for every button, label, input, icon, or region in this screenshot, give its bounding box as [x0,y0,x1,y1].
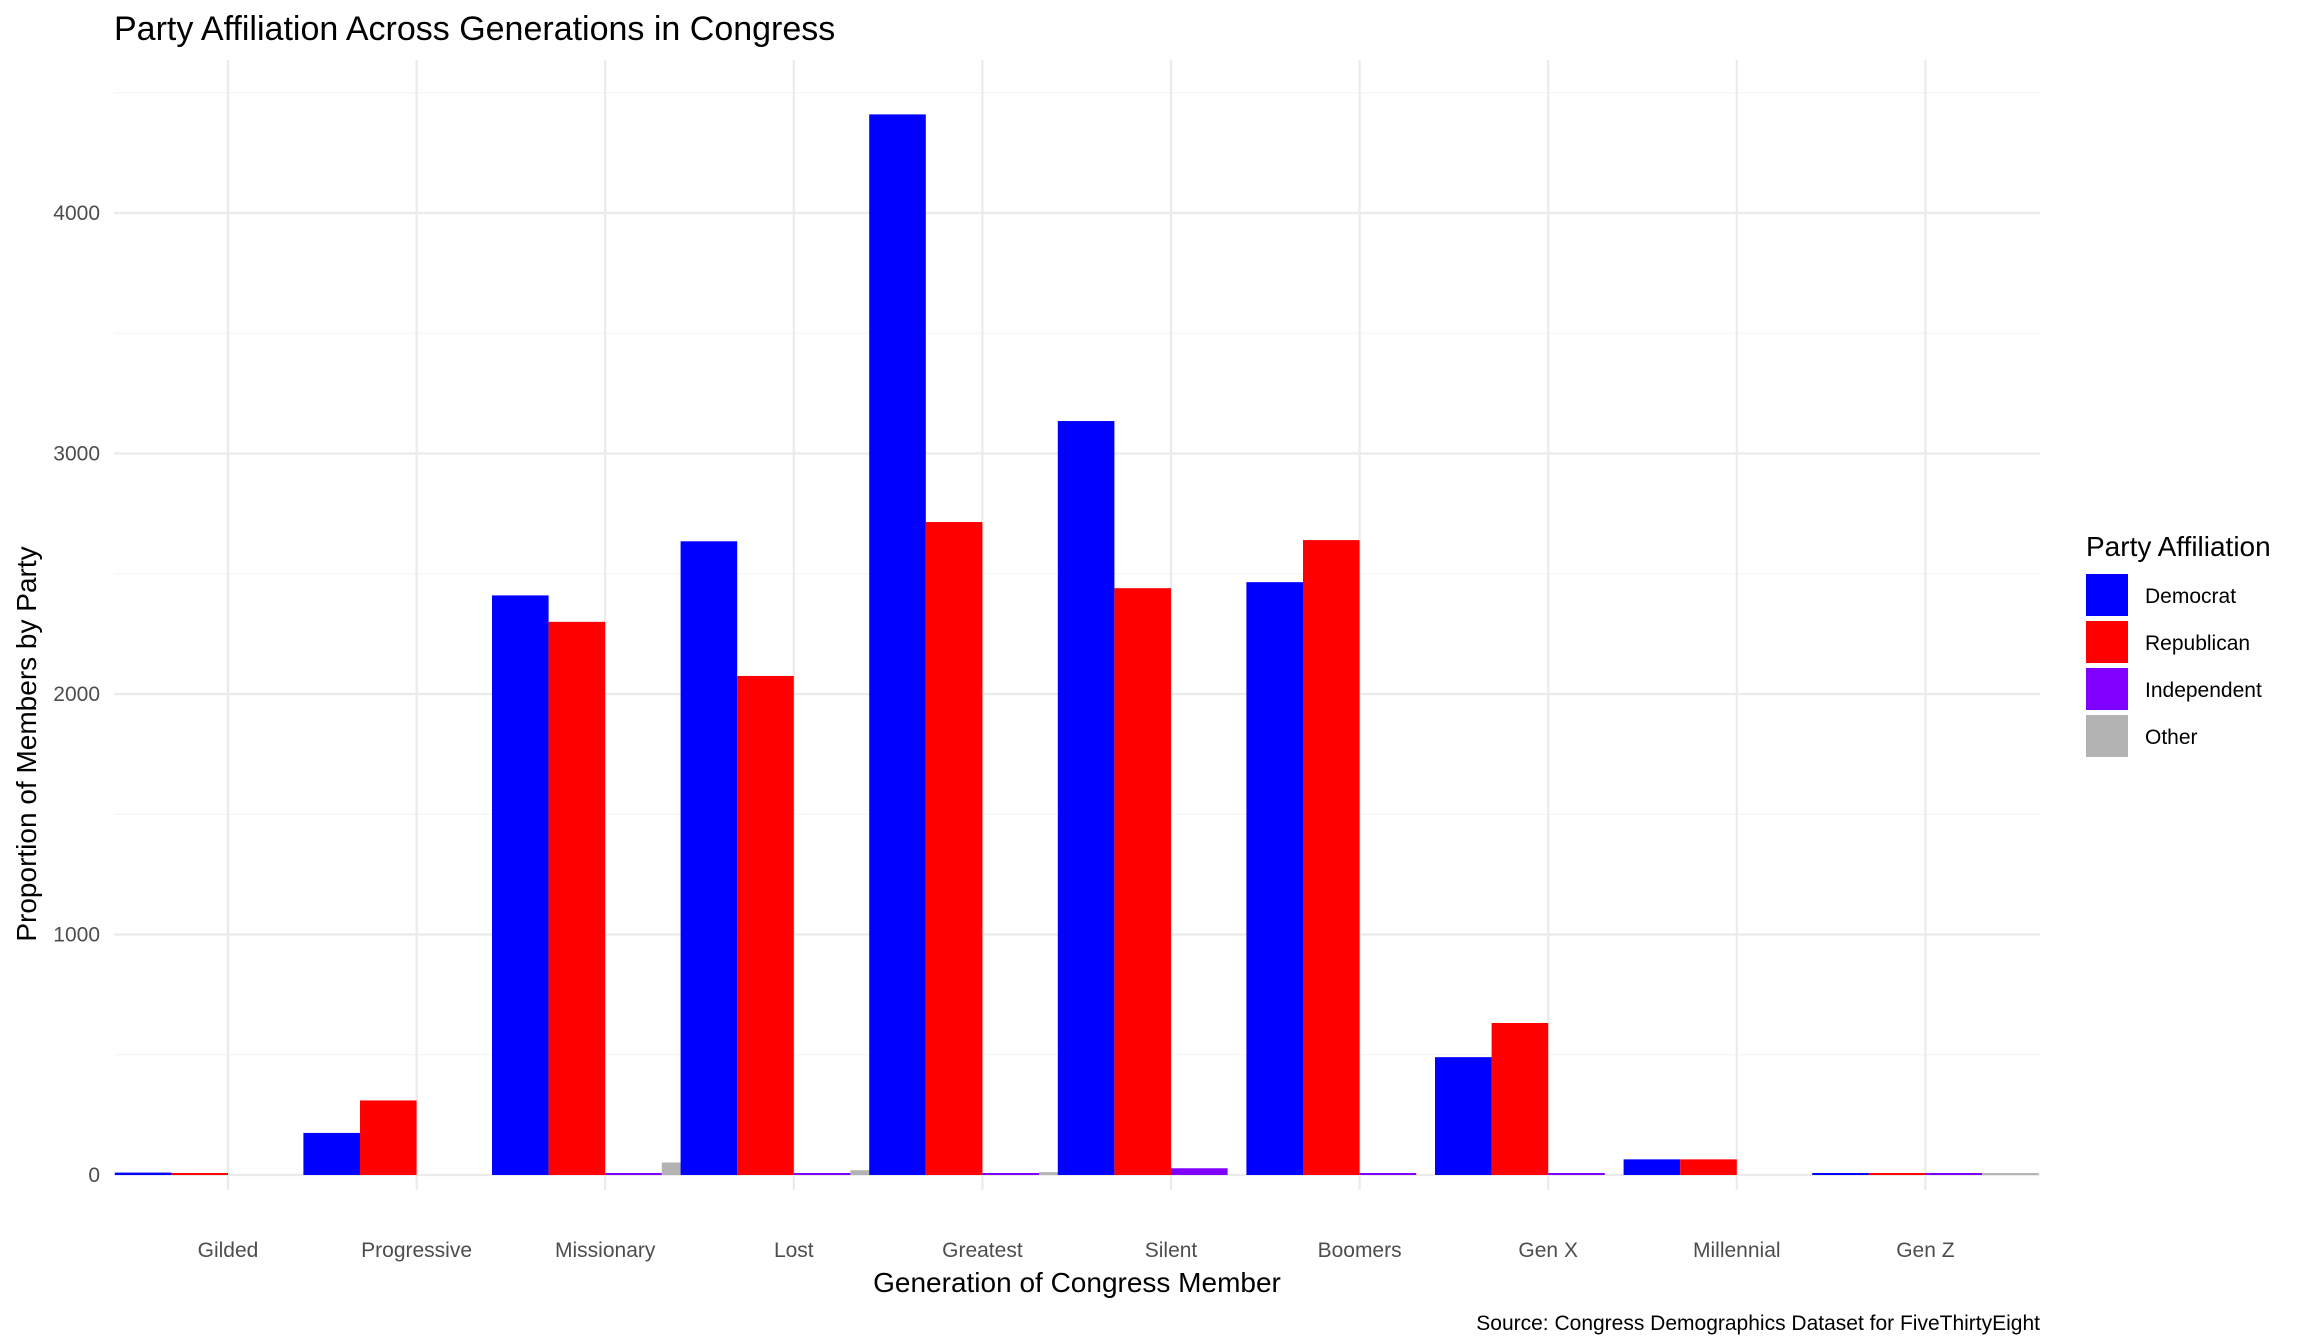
x-tick-label: Lost [774,1239,814,1262]
bar-republican-gilded [171,1173,228,1175]
bar-republican-progressive [360,1100,417,1175]
legend-key-republican [2086,621,2128,663]
bar-republican-greatest [925,522,983,1175]
legend-label-democrat: Democrat [2145,585,2236,608]
legend-key-democrat [2086,574,2128,616]
bars [114,114,2039,1176]
bar-independent-lost [793,1173,851,1175]
x-axis-ticks: Gilded Progressive Missionary Lost Greatest S… [198,1239,1955,1262]
bar-republican-boomers [1303,540,1360,1175]
y-axis-ticks: 0 1000 2000 3000 4000 [53,202,100,1187]
bar-republican-millennial [1680,1159,1737,1175]
bar-republican-missionary [548,621,606,1175]
bar-republican-gen-z [1868,1173,1926,1175]
x-tick-label: Boomers [1318,1239,1402,1262]
legend-label-republican: Republican [2145,632,2250,655]
x-tick-label: Silent [1145,1239,1198,1262]
y-tick-label: 3000 [53,443,100,466]
legend-key-independent [2086,668,2128,710]
bar-democrat-gilded [114,1172,172,1175]
x-axis-title: Generation of Congress Member [873,1267,1281,1298]
bar-democrat-greatest [869,114,926,1175]
legend-title: Party Affiliation [2086,531,2271,562]
bar-republican-silent [1114,588,1171,1175]
bar-republican-lost [737,675,794,1175]
bar-democrat-boomers [1246,582,1303,1175]
bar-independent-gen-z [1925,1173,1982,1175]
bar-democrat-gen-x [1435,1057,1492,1175]
caption: Source: Congress Demographics Dataset fo… [1476,1312,2040,1335]
chart-title: Party Affiliation Across Generations in … [114,10,835,48]
x-tick-label: Greatest [942,1239,1023,1262]
x-tick-label: Millennial [1693,1239,1781,1262]
bar-democrat-silent [1057,421,1115,1176]
bar-independent-silent [1171,1168,1228,1175]
legend: Party Affiliation Democrat Republican Inde… [2086,531,2271,757]
bar-democrat-progressive [303,1132,360,1175]
y-tick-label: 1000 [53,924,100,947]
bar-republican-gen-x [1491,1023,1549,1175]
bar-democrat-lost [680,541,738,1175]
y-tick-label: 2000 [53,683,100,706]
bar-independent-gen-x [1548,1173,1605,1175]
bar-independent-missionary [605,1173,662,1175]
legend-label-other: Other [2145,726,2198,749]
x-tick-label: Missionary [555,1239,656,1262]
bar-democrat-gen-z [1812,1173,1869,1175]
legend-key-other [2086,715,2128,757]
x-tick-label: Progressive [361,1239,472,1262]
bar-democrat-millennial [1623,1159,1681,1175]
bar-democrat-missionary [492,595,549,1175]
y-axis-title: Proportion of Members by Party [11,546,42,941]
x-tick-label: Gen Z [1896,1239,1955,1262]
legend-label-independent: Independent [2145,679,2262,702]
x-tick-label: Gen X [1518,1239,1578,1262]
bar-independent-greatest [982,1173,1039,1175]
x-tick-label: Gilded [198,1239,259,1262]
y-tick-label: 0 [88,1164,100,1187]
bar-other-gen-z [1982,1173,2039,1175]
y-tick-label: 4000 [53,202,100,225]
bar-independent-boomers [1359,1173,1417,1175]
